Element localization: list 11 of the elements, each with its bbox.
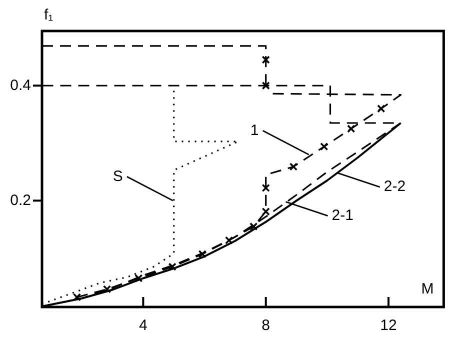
annotation: 2-2 [384,178,406,196]
y-tick-label: 0.4 [10,76,31,94]
annotation: S [112,168,123,185]
x-tick-label: 4 [139,317,148,334]
y-tick-label: 0.2 [10,192,31,209]
annotation: 2-1 [332,206,354,224]
x-tick-label: 8 [262,317,270,334]
annotation: 1 [250,122,259,139]
x-tick-label: 12 [380,317,397,334]
y-axis-title: f₁ [44,6,54,24]
x-axis-title: M [421,280,434,298]
